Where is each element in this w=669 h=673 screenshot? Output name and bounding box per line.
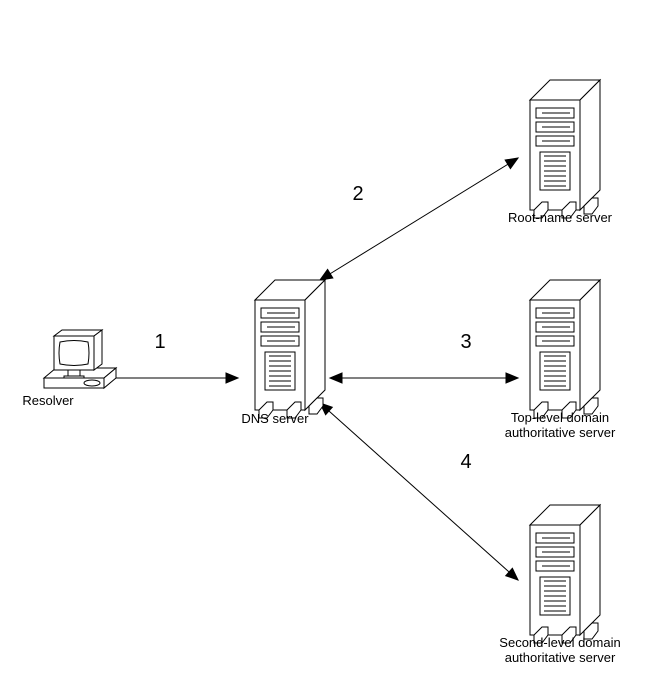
- node-label-sld: Second-level domain: [499, 635, 620, 650]
- step-label-1: 1: [154, 331, 165, 353]
- node-dns: [255, 280, 325, 418]
- server-icon: [255, 280, 325, 418]
- edge-e4: [320, 403, 518, 580]
- workstation-icon: [44, 330, 116, 388]
- node-label-root: Root-name server: [508, 210, 613, 225]
- edge-e2: [320, 158, 518, 280]
- node-label-tld: Top-level domain: [511, 410, 609, 425]
- node-root: [530, 80, 600, 218]
- server-icon: [530, 80, 600, 218]
- node-resolver: [44, 330, 116, 388]
- node-label-dns: DNS server: [241, 411, 309, 426]
- server-icon: [530, 505, 600, 643]
- node-tld: [530, 280, 600, 418]
- step-label-2: 2: [352, 183, 363, 205]
- step-label-3: 3: [460, 331, 471, 353]
- step-label-4: 4: [460, 451, 471, 473]
- node-label2-sld: authoritative server: [505, 650, 616, 665]
- node-sld: [530, 505, 600, 643]
- server-icon: [530, 280, 600, 418]
- node-label-resolver: Resolver: [22, 393, 74, 408]
- edge-e3: [330, 373, 518, 383]
- node-label2-tld: authoritative server: [505, 425, 616, 440]
